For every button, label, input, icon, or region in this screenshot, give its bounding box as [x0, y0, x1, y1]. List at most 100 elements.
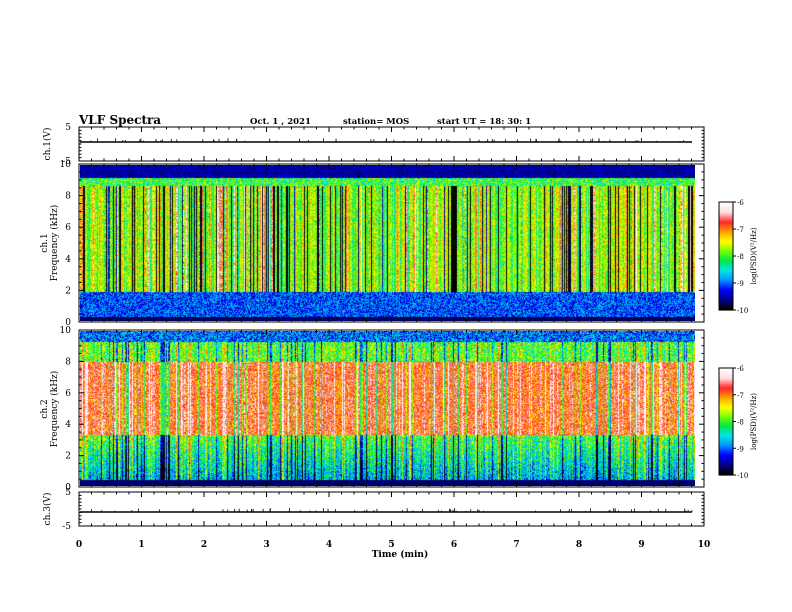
y-tick-label: 0 — [65, 483, 71, 493]
colorbar-swatch — [719, 385, 733, 389]
colorbar-swatch — [719, 469, 733, 473]
colorbar-swatch — [719, 419, 733, 423]
colorbar-swatch — [719, 380, 733, 383]
colorbar-swatch — [719, 202, 733, 205]
x-tick-label: 1 — [138, 540, 144, 550]
y-tick-label: 8 — [65, 357, 71, 367]
colorbar-swatch — [719, 306, 733, 309]
y-tick-label: 8 — [65, 192, 71, 202]
colorbar-swatch — [719, 412, 733, 415]
spectrogram-raster — [80, 331, 695, 486]
colorbar-swatch — [719, 409, 733, 412]
station-label: station= MOS — [343, 117, 409, 127]
colorbar-swatch — [719, 281, 733, 284]
ch2-spectrogram-channel-label: ch.2 — [40, 399, 50, 418]
colorbar-swatch — [719, 369, 733, 373]
colorbar-swatch — [719, 214, 733, 217]
colorbar-swatch — [719, 220, 733, 223]
ch1-spectrogram-y-ticks: 0 2 4 6 8 10 — [60, 160, 704, 328]
colorbar-swatch — [719, 266, 733, 270]
x-tick-label: 4 — [326, 540, 332, 550]
colorbar-swatch — [719, 286, 733, 289]
colorbar-swatch — [719, 433, 733, 437]
colorbar-tick-label: -9 — [737, 280, 744, 288]
colorbar-swatch — [719, 425, 733, 428]
x-tick-label: 5 — [388, 540, 394, 550]
ch2-spectrogram-panel: 0 2 4 6 8 10 ch.2 Frequency (kHz) -6 -7 -8 -9 -10… — [40, 326, 758, 493]
ch1-waveform-y-ticks: 5 -5 — [62, 123, 704, 167]
y-tick-label: 4 — [65, 255, 71, 265]
colorbar-swatch — [719, 394, 733, 398]
colorbar-swatch — [719, 274, 733, 277]
colorbar-swatch — [719, 263, 733, 266]
colorbar-swatch — [719, 302, 733, 306]
colorbar-swatch — [719, 451, 733, 455]
colorbar-swatch — [719, 297, 733, 300]
y-tick-label: 4 — [65, 420, 71, 430]
colorbar-swatch — [719, 212, 733, 216]
colorbar-swatch — [719, 248, 733, 252]
colorbar-swatch — [719, 416, 733, 419]
colorbar-swatch — [719, 410, 733, 414]
ch1-waveform-panel: 5 -5 ch.1(V) — [42, 123, 705, 167]
colorbar-swatch — [719, 268, 733, 271]
colorbar-swatch — [719, 279, 733, 282]
colorbar-swatch — [719, 301, 733, 304]
colorbar-swatch — [719, 261, 733, 264]
colorbar-swatch — [719, 308, 733, 311]
colorbar-swatch — [719, 389, 733, 392]
colorbar-swatch — [719, 270, 733, 273]
date-label: Oct. 1 , 2021 — [250, 117, 311, 127]
ch2-colorbar: -6 -7 -8 -9 -10 log(PSD)(V²/Hz) — [718, 365, 758, 480]
ch3-waveform-frame — [78, 491, 705, 527]
colorbar-swatch — [719, 247, 733, 250]
colorbar-tick-label: -7 — [737, 392, 744, 400]
colorbar-swatch — [719, 299, 733, 302]
x-axis-label: Time (min) — [372, 549, 429, 560]
colorbar-swatch — [719, 414, 733, 417]
y-tick-label: 5 — [65, 488, 71, 498]
colorbar-swatch — [719, 256, 733, 259]
colorbar-swatch — [719, 403, 733, 407]
ch3-waveform-glitches — [91, 508, 693, 512]
ch3-waveform-x-ticks — [78, 492, 705, 526]
colorbar-swatch — [719, 373, 733, 376]
colorbar-swatch — [719, 225, 733, 228]
colorbar-swatch — [719, 400, 733, 403]
colorbar-swatch — [719, 236, 733, 239]
x-tick-label: 0 — [76, 540, 82, 550]
colorbar-swatch — [719, 471, 733, 474]
colorbar-tick-label: -6 — [737, 199, 744, 207]
colorbar-swatch — [719, 396, 733, 399]
start-time-label: start UT = 18: 30: 1 — [437, 117, 531, 127]
colorbar-tick-label: -7 — [737, 226, 744, 234]
y-tick-label: 2 — [65, 452, 71, 462]
colorbar-swatch — [719, 265, 733, 268]
colorbar-swatch — [719, 223, 733, 226]
colorbar-swatch — [719, 277, 733, 280]
colorbar-swatch — [719, 430, 733, 433]
colorbar-swatch — [719, 368, 733, 371]
colorbar-swatch — [719, 257, 733, 261]
y-tick-label: 10 — [60, 326, 72, 336]
colorbar-swatch — [719, 203, 733, 207]
colorbar-swatch — [719, 290, 733, 293]
colorbar-swatch — [719, 234, 733, 237]
colorbar-swatch — [719, 207, 733, 210]
colorbar-swatch — [719, 458, 733, 462]
spectrogram-raster — [80, 165, 695, 321]
colorbar-label: log(PSD)(V²/Hz) — [750, 393, 758, 450]
colorbar-swatch — [719, 455, 733, 458]
colorbar-swatch — [719, 391, 733, 394]
figure-title: VLF Spectra — [78, 113, 161, 127]
y-tick-label: -5 — [62, 522, 71, 532]
colorbar-swatch — [719, 417, 733, 421]
ch1-spectrogram-channel-label: ch.1 — [40, 233, 50, 252]
ch1-spectrogram-panel: 0 2 4 6 8 10 ch.1 Frequency (kHz) -6 -7 -8 -9 -10… — [40, 160, 758, 328]
colorbar-swatch — [719, 384, 733, 387]
colorbar-swatch — [719, 205, 733, 208]
ch1-spectrogram-x-ticks — [78, 164, 705, 322]
ch1-waveform-frame — [78, 126, 705, 162]
x-tick-label: 10 — [698, 540, 711, 550]
